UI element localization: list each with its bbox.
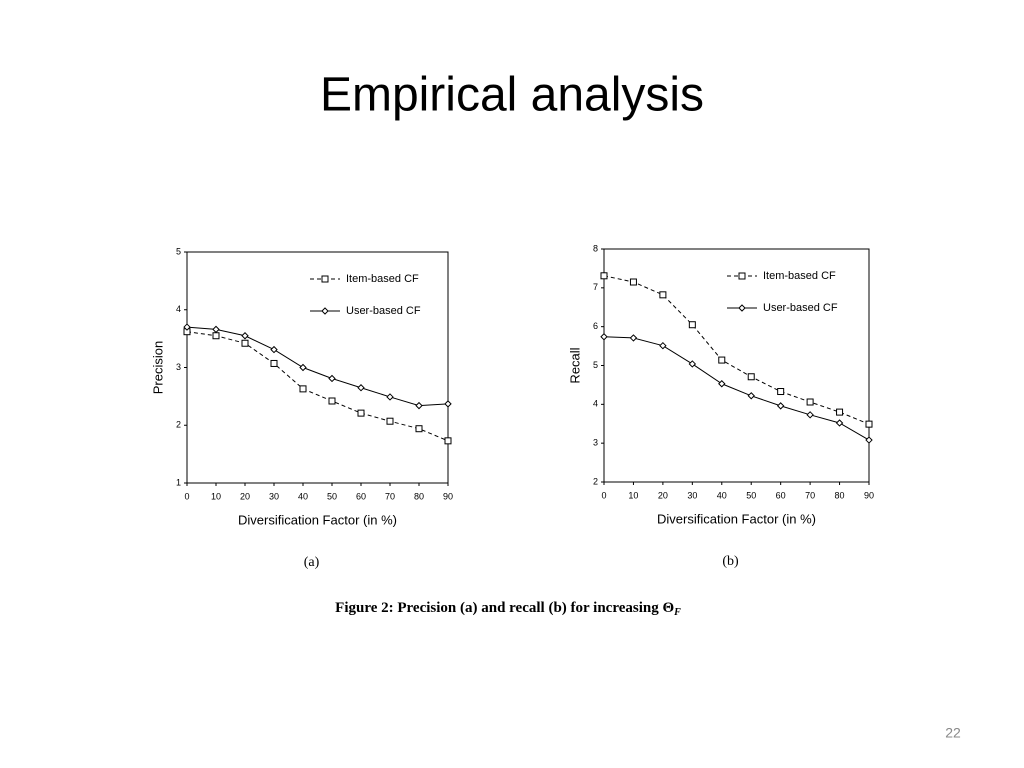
- marker: [836, 408, 844, 416]
- marker: [444, 400, 452, 408]
- x-tick-label: 0: [184, 491, 189, 501]
- marker: [386, 417, 394, 425]
- marker: [321, 275, 329, 283]
- marker: [865, 420, 873, 428]
- marker: [718, 356, 726, 364]
- caption-text: Figure 2: Precision (a) and recall (b) f…: [335, 600, 674, 616]
- marker: [386, 393, 394, 401]
- marker: [806, 411, 814, 419]
- marker: [357, 409, 365, 417]
- legend-label: Item-based CF: [346, 273, 419, 285]
- marker: [806, 398, 814, 406]
- caption-subscript: F: [673, 607, 681, 618]
- marker: [183, 323, 191, 331]
- x-tick-label: 80: [414, 491, 424, 501]
- x-axis-label: Diversification Factor (in %): [657, 511, 816, 526]
- marker: [629, 278, 637, 286]
- y-tick-label: 1: [176, 477, 181, 487]
- marker: [241, 332, 249, 340]
- x-tick-label: 50: [746, 490, 756, 500]
- panel-label: (a): [304, 555, 320, 570]
- marker: [835, 419, 844, 427]
- marker: [659, 291, 667, 299]
- x-tick-label: 20: [658, 490, 668, 500]
- legend-label: User-based CF: [346, 305, 421, 317]
- marker: [299, 363, 307, 372]
- x-tick-label: 90: [443, 491, 453, 501]
- x-axis-label: Diversification Factor (in %): [238, 512, 397, 527]
- marker: [241, 339, 249, 347]
- y-axis-label: Recall: [567, 347, 582, 383]
- marker: [738, 272, 746, 280]
- marker: [659, 341, 667, 350]
- y-tick-label: 3: [593, 438, 598, 448]
- figure-caption: Figure 2: Precision (a) and recall (b) f…: [335, 600, 681, 618]
- x-tick-label: 70: [805, 490, 815, 500]
- x-tick-label: 30: [687, 490, 697, 500]
- series-line: [186, 331, 449, 442]
- marker: [415, 425, 423, 433]
- series-line: [603, 336, 870, 441]
- x-tick-label: 30: [269, 491, 279, 501]
- y-tick-label: 4: [176, 304, 181, 314]
- series-line: [603, 275, 870, 425]
- x-tick-label: 60: [776, 490, 786, 500]
- legend-label: Item-based CF: [763, 270, 836, 282]
- y-tick-label: 8: [593, 243, 598, 253]
- marker: [321, 307, 329, 315]
- x-tick-label: 20: [240, 491, 250, 501]
- y-tick-label: 2: [593, 476, 598, 486]
- marker: [357, 384, 365, 392]
- marker: [688, 360, 697, 368]
- y-axis-label: Precision: [150, 341, 165, 394]
- y-tick-label: 4: [593, 399, 598, 409]
- y-tick-label: 3: [176, 362, 181, 372]
- x-tick-label: 70: [385, 491, 395, 501]
- marker: [865, 436, 873, 444]
- marker: [328, 397, 336, 405]
- y-tick-label: 5: [176, 246, 181, 256]
- x-tick-label: 50: [327, 491, 337, 501]
- marker: [688, 321, 696, 329]
- marker: [212, 325, 220, 334]
- plot-frame: [186, 251, 449, 484]
- y-tick-label: 2: [176, 420, 181, 430]
- marker: [270, 359, 278, 367]
- x-tick-label: 40: [717, 490, 727, 500]
- marker: [600, 333, 608, 341]
- y-tick-label: 7: [593, 282, 598, 292]
- marker: [747, 392, 755, 400]
- marker: [777, 388, 785, 396]
- x-tick-label: 10: [211, 491, 221, 501]
- marker: [738, 304, 746, 312]
- y-tick-label: 5: [593, 360, 598, 370]
- marker: [629, 334, 638, 342]
- x-tick-label: 0: [601, 490, 606, 500]
- marker: [600, 272, 608, 280]
- x-tick-label: 90: [864, 490, 874, 500]
- marker: [299, 385, 307, 393]
- page-number: 22: [945, 725, 961, 741]
- marker: [718, 380, 726, 388]
- marker: [444, 437, 452, 445]
- marker: [776, 402, 785, 410]
- marker: [415, 401, 423, 410]
- plot-frame: [603, 248, 870, 483]
- y-tick-label: 6: [593, 321, 598, 331]
- marker: [747, 373, 755, 381]
- panel-label: (b): [722, 554, 739, 569]
- legend-label: User-based CF: [763, 302, 838, 314]
- marker: [212, 332, 220, 340]
- slide-title: Empirical analysis: [320, 69, 704, 122]
- x-tick-label: 40: [298, 491, 308, 501]
- marker: [328, 374, 336, 383]
- x-tick-label: 80: [835, 490, 845, 500]
- x-tick-label: 60: [356, 491, 366, 501]
- series-line: [186, 326, 449, 407]
- x-tick-label: 10: [628, 490, 638, 500]
- marker: [270, 345, 278, 354]
